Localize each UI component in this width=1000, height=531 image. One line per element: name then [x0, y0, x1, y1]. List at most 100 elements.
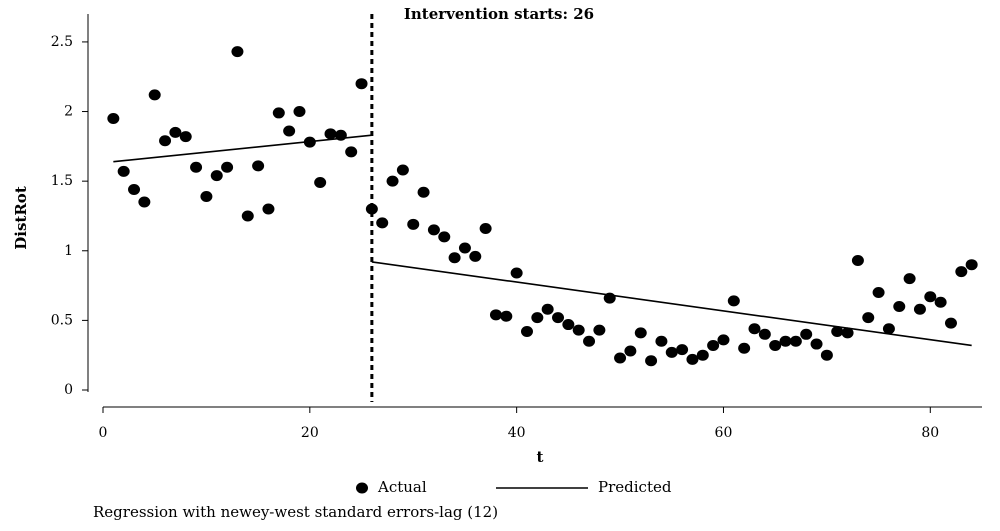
- actual-point: [676, 344, 689, 356]
- actual-point: [489, 309, 502, 321]
- actual-point: [882, 323, 895, 335]
- actual-point: [376, 217, 389, 229]
- actual-point: [769, 339, 782, 351]
- predicted-series: [113, 134, 972, 347]
- actual-point: [552, 312, 565, 324]
- actual-point: [221, 161, 234, 173]
- actual-point: [355, 78, 368, 90]
- x-tick-label: 60: [715, 425, 733, 441]
- actual-point: [603, 292, 616, 304]
- actual-point: [148, 89, 161, 101]
- actual-point: [831, 326, 844, 338]
- legend-actual-label: Actual: [377, 478, 427, 496]
- actual-point: [200, 190, 213, 202]
- actual-point: [365, 203, 378, 215]
- legend-predicted-label: Predicted: [598, 478, 672, 496]
- actual-point: [531, 312, 544, 324]
- regression-note: Regression with newey-west standard erro…: [93, 503, 498, 521]
- actual-point: [500, 310, 513, 322]
- y-axis-title: DistRot: [12, 186, 30, 250]
- actual-point: [303, 136, 316, 148]
- actual-point: [262, 203, 275, 215]
- actual-point: [510, 267, 523, 279]
- actual-point: [727, 295, 740, 307]
- actual-point: [655, 335, 668, 347]
- actual-point: [231, 46, 244, 58]
- actual-point: [407, 218, 420, 230]
- y-tick-label: 0: [64, 382, 73, 398]
- actual-point: [707, 339, 720, 351]
- actual-point: [851, 255, 864, 267]
- actual-point: [427, 224, 440, 236]
- actual-point: [893, 300, 906, 312]
- y-tick-label: 2: [64, 104, 73, 120]
- y-tick-label: 2.5: [51, 34, 73, 50]
- actual-point: [634, 327, 647, 339]
- predicted-line-segment: [113, 134, 372, 163]
- actual-point: [717, 334, 730, 346]
- actual-point: [955, 266, 968, 278]
- actual-point: [665, 346, 678, 358]
- actual-point: [479, 222, 492, 234]
- legend-actual-marker: [356, 482, 368, 494]
- actual-point: [117, 165, 130, 177]
- y-ticks: 0 0.5 1 1.5 2 2.5: [51, 34, 88, 398]
- actual-point: [252, 160, 265, 172]
- predicted-line-segment: [371, 261, 972, 347]
- actual-point: [210, 170, 223, 182]
- actual-point: [541, 303, 554, 315]
- intervention-label: Intervention starts: 26: [404, 5, 594, 23]
- actual-point: [283, 125, 296, 137]
- actual-point: [841, 327, 854, 339]
- actual-point: [924, 291, 937, 303]
- actual-point: [800, 328, 813, 340]
- actual-point: [107, 113, 120, 124]
- x-tick-label: 0: [99, 425, 108, 441]
- actual-point: [334, 129, 347, 141]
- actual-point: [138, 196, 151, 208]
- actual-point: [562, 319, 575, 331]
- actual-point: [738, 342, 751, 354]
- actual-series: [107, 46, 978, 367]
- actual-point: [417, 186, 430, 198]
- y-tick-label: 1: [64, 243, 73, 259]
- y-tick-label: 1.5: [51, 173, 73, 189]
- actual-point: [614, 352, 627, 364]
- actual-point: [241, 210, 254, 222]
- actual-point: [748, 323, 761, 335]
- actual-point: [872, 287, 885, 299]
- actual-point: [934, 296, 947, 308]
- actual-point: [386, 175, 399, 187]
- actual-point: [190, 161, 203, 173]
- actual-point: [593, 324, 606, 336]
- actual-point: [179, 131, 192, 143]
- actual-point: [913, 303, 926, 315]
- actual-point: [862, 312, 875, 324]
- actual-point: [696, 349, 709, 361]
- actual-point: [345, 146, 358, 158]
- actual-point: [686, 353, 699, 365]
- actual-point: [314, 177, 327, 189]
- actual-point: [438, 231, 451, 243]
- actual-point: [293, 106, 306, 118]
- x-tick-label: 80: [921, 425, 939, 441]
- actual-point: [810, 338, 823, 350]
- actual-point: [572, 324, 585, 336]
- actual-point: [779, 335, 792, 347]
- actual-point: [272, 107, 285, 119]
- x-axis-title: t: [537, 448, 544, 466]
- actual-point: [965, 259, 978, 271]
- x-tick-label: 40: [508, 425, 526, 441]
- actual-point: [448, 252, 461, 264]
- actual-point: [645, 355, 658, 367]
- actual-point: [159, 135, 172, 147]
- actual-point: [324, 128, 337, 140]
- x-ticks: 0 20 40 60 80: [99, 407, 939, 441]
- actual-point: [820, 349, 833, 361]
- actual-point: [520, 326, 533, 338]
- y-tick-label: 0.5: [51, 312, 73, 328]
- legend: Actual Predicted: [356, 478, 672, 496]
- actual-point: [903, 273, 916, 285]
- actual-point: [758, 328, 771, 340]
